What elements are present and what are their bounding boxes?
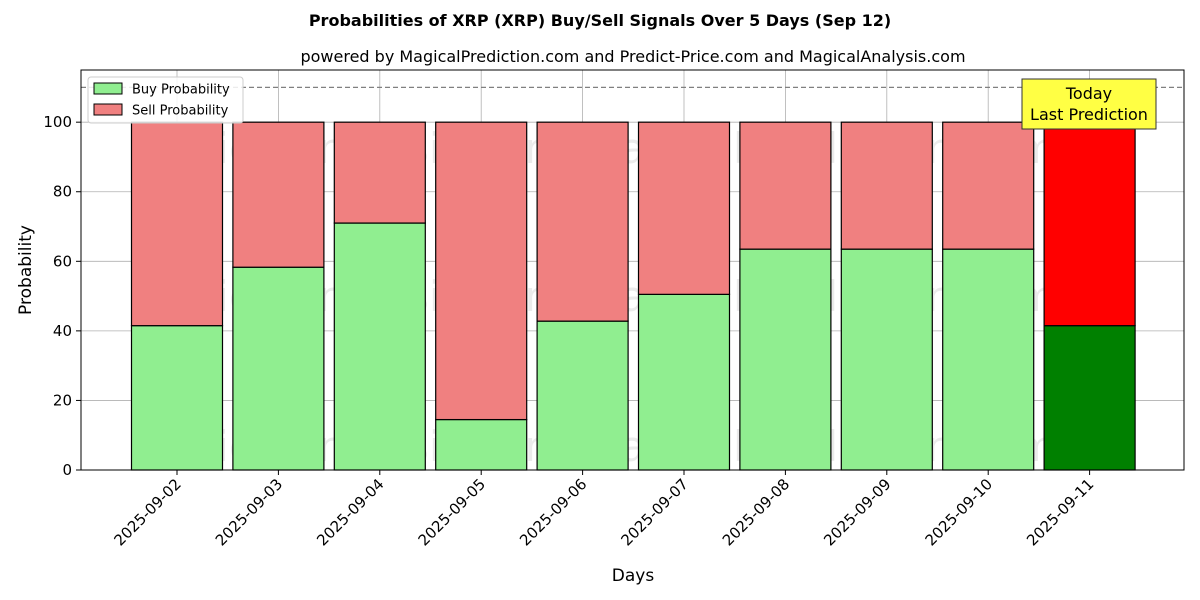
sell-bar (232, 121, 325, 268)
sell-bar (130, 121, 224, 327)
x-tick-label: 2025-09-08 (719, 475, 793, 549)
legend-label-buy: Buy Probability (132, 83, 230, 98)
buy-bar (232, 266, 325, 471)
buy-bar (942, 248, 1035, 471)
today-annotation: Today Last Prediction (1021, 78, 1157, 130)
legend-swatch-sell (93, 103, 123, 116)
y-axis-label: Probability (16, 225, 36, 315)
x-axis-label: Days (612, 566, 655, 586)
annotation-line-last-prediction: Last Prediction (1030, 105, 1148, 124)
y-tick-label: 80 (53, 183, 72, 201)
buy-bar (1043, 325, 1136, 471)
sell-bar (942, 121, 1035, 250)
sell-bar (536, 121, 629, 322)
x-tick-label: 2025-09-06 (516, 475, 590, 549)
y-tick-label: 60 (53, 252, 72, 270)
buy-bar (840, 248, 933, 471)
annotation-box (1021, 78, 1157, 130)
x-tick-label: 2025-09-07 (617, 475, 691, 549)
annotation-line-today: Today (1065, 84, 1112, 103)
x-tick-label: 2025-09-11 (1023, 475, 1097, 549)
y-tick-label: 0 (62, 461, 72, 479)
buy-bar (435, 418, 528, 471)
sell-bar (333, 121, 426, 224)
legend-swatch-buy (93, 82, 123, 95)
legend-box (87, 76, 244, 124)
plot-frame (80, 69, 1185, 471)
sell-bar (739, 121, 832, 250)
buy-bar (130, 325, 224, 471)
sell-bar (840, 121, 933, 250)
y-tick-label: 40 (53, 322, 72, 340)
bars-layer (130, 121, 1136, 471)
chart-title: Probabilities of XRP (XRP) Buy/Sell Sign… (309, 11, 891, 30)
x-tick-label: 2025-09-09 (820, 475, 894, 549)
sell-bar (1043, 121, 1136, 327)
buy-bar (739, 248, 832, 471)
buy-bar (637, 293, 731, 471)
buy-bar (333, 222, 426, 471)
y-tick-label: 100 (43, 113, 72, 131)
y-tick-label: 20 (53, 391, 72, 409)
x-tick-label: 2025-09-10 (922, 475, 996, 549)
x-tick-label: 2025-09-04 (313, 475, 387, 549)
sell-bar (637, 121, 731, 295)
buy-bar (536, 320, 629, 471)
x-tick-label: 2025-09-02 (110, 475, 184, 549)
x-tick-label: 2025-09-03 (212, 475, 286, 549)
legend: Buy Probability Sell Probability (87, 76, 244, 124)
chart-subtitle: powered by MagicalPrediction.com and Pre… (300, 47, 965, 66)
legend-label-sell: Sell Probability (132, 104, 229, 119)
x-tick-label: 2025-09-05 (415, 475, 489, 549)
sell-bar (435, 121, 528, 421)
